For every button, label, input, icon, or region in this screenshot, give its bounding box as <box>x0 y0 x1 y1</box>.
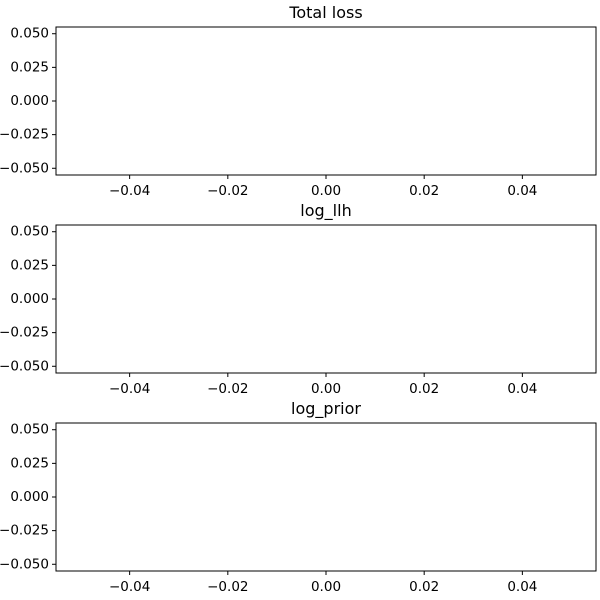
x-tick-label: 0.00 <box>311 381 341 397</box>
x-tick-label: 0.04 <box>507 579 537 595</box>
x-tick-label: 0.04 <box>507 381 537 397</box>
x-tick-label: 0.00 <box>311 579 341 595</box>
y-tick-label: 0.000 <box>10 93 49 109</box>
subplot-2: log_llh −0.04 −0.02 0.00 0.02 0.04 0.050 0.025 0… <box>0 201 597 397</box>
y-tick-label: 0.025 <box>10 257 49 273</box>
y-tick-label: 0.000 <box>10 291 49 307</box>
y-tick-label: 0.050 <box>10 224 49 240</box>
subplot-title: Total loss <box>288 3 362 22</box>
y-tick-label: 0.050 <box>10 26 49 42</box>
y-tick-label: −0.050 <box>0 358 49 374</box>
y-tick-label: 0.025 <box>10 59 49 75</box>
y-tick-label: −0.050 <box>0 160 49 176</box>
subplot-title: log_llh <box>300 201 351 221</box>
axes-frame <box>55 224 597 374</box>
x-tick-label: 0.02 <box>409 183 439 199</box>
axes-frame <box>55 422 597 572</box>
subplot-3: log_prior −0.04 −0.02 0.00 0.02 0.04 0.050 0.02… <box>0 399 597 595</box>
x-tick-label: −0.04 <box>109 183 150 199</box>
x-tick-label: −0.02 <box>207 381 248 397</box>
x-tick-label: 0.04 <box>507 183 537 199</box>
x-tick-label: −0.04 <box>109 579 150 595</box>
y-tick-label: −0.025 <box>0 523 49 539</box>
y-tick-label: −0.025 <box>0 127 49 143</box>
y-tick-label: 0.000 <box>10 489 49 505</box>
y-tick-label: −0.025 <box>0 325 49 341</box>
x-tick-label: −0.02 <box>207 183 248 199</box>
x-tick-label: 0.02 <box>409 381 439 397</box>
x-tick-label: −0.04 <box>109 381 150 397</box>
y-tick-label: 0.025 <box>10 455 49 471</box>
x-tick-label: 0.02 <box>409 579 439 595</box>
subplot-title: log_prior <box>291 399 361 419</box>
y-tick-label: 0.050 <box>10 422 49 438</box>
y-tick-label: −0.050 <box>0 556 49 572</box>
subplot-1: Total loss −0.04 −0.02 0.00 0.02 0.04 0.050 0.0… <box>0 3 597 199</box>
x-tick-label: −0.02 <box>207 579 248 595</box>
x-tick-label: 0.00 <box>311 183 341 199</box>
axes-frame <box>55 26 597 176</box>
